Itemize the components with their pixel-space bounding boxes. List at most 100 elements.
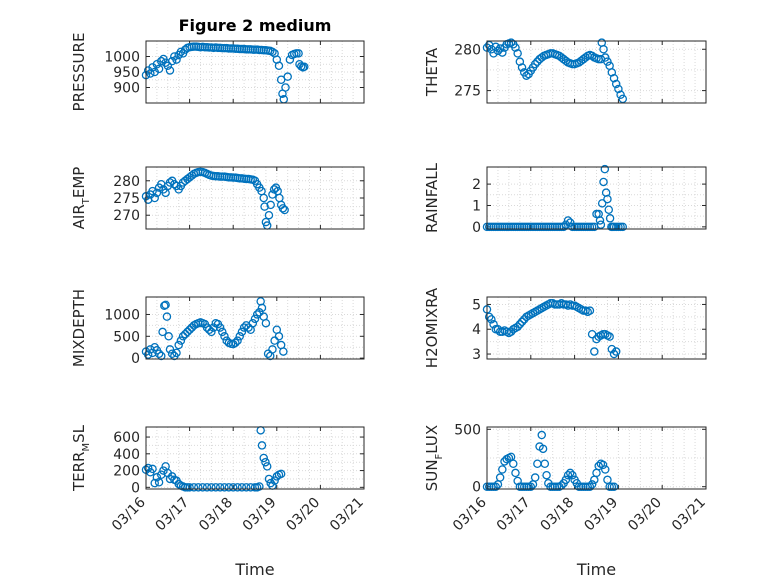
data-point (202, 483, 212, 492)
axes-frame (486, 296, 707, 360)
y-tick-label: 400 (113, 447, 140, 463)
data-point (609, 349, 619, 359)
data-point (526, 482, 536, 491)
data-point (276, 75, 286, 85)
data-point (281, 83, 290, 92)
data-point (537, 430, 547, 440)
y-tick-label: 275 (454, 84, 481, 100)
data-point (255, 308, 264, 317)
data-point (218, 327, 227, 337)
y-axis-label: THETA (423, 47, 441, 97)
data-point (604, 205, 614, 215)
data-point (167, 56, 177, 66)
data-point (565, 468, 575, 478)
y-tick-label: 0 (131, 351, 140, 367)
y-tick-label: 3 (472, 347, 481, 363)
data-point (278, 204, 288, 213)
data-point (600, 164, 610, 174)
data-point (263, 349, 273, 359)
y-axis-label: TERRMSL (70, 424, 92, 492)
y-tick-label: 4 (472, 322, 481, 338)
data-point (618, 94, 628, 104)
data-point (537, 53, 547, 62)
data-point (561, 56, 571, 66)
data-point (198, 483, 207, 492)
data-point (538, 444, 548, 454)
data-point (596, 220, 606, 229)
data-point (601, 53, 610, 62)
data-point (509, 459, 518, 468)
data-point (585, 482, 595, 491)
data-point (611, 347, 621, 356)
y-axis-label: PRESSURE (70, 33, 88, 112)
data-point (285, 55, 295, 64)
data-point (180, 329, 190, 339)
data-point (264, 474, 274, 484)
data-point (167, 349, 177, 359)
data-point (143, 350, 153, 359)
data-point (595, 216, 605, 225)
axes-frame (486, 40, 707, 104)
data-point (618, 222, 628, 232)
axes-frame (145, 40, 365, 104)
data-point (160, 301, 169, 310)
chart-title: Figure 2 medium (179, 16, 332, 35)
y-axis-label-main: MIXDEPTH (70, 289, 88, 367)
y-axis-label-main: SUN (423, 459, 441, 491)
x-axis-label: Time (576, 560, 616, 579)
data-point (194, 483, 203, 492)
data-point (207, 483, 216, 492)
x-axis-label: Time (234, 560, 274, 579)
x-tick-label: 03/17 (153, 495, 193, 535)
y-axis-label-suffix: SL (70, 424, 88, 443)
y-axis-label-subscript: M (81, 443, 92, 452)
y-axis-label-main: PRESSURE (70, 33, 88, 112)
data-point (154, 64, 164, 74)
data-point (183, 327, 192, 337)
data-point (165, 345, 175, 354)
y-tick-label: 1000 (104, 307, 140, 323)
data-point (274, 61, 284, 71)
data-point (614, 84, 623, 94)
data-point (157, 351, 166, 361)
data-point (511, 468, 520, 478)
data-point (559, 222, 568, 232)
data-point (185, 325, 194, 334)
x-tick-label: 03/19 (240, 495, 280, 535)
data-point (597, 199, 607, 208)
data-point (162, 312, 172, 321)
subplot-6: 3 4 5 H2OMIXRA (423, 287, 707, 368)
subplot-8: 0 500 03/16 03/17 03/18 03/19 03/20 03/21 Time SU… (423, 422, 709, 579)
y-tick-label: 0 (472, 220, 481, 236)
y-tick-label: 2 (472, 177, 481, 193)
axes-frame (145, 426, 365, 490)
x-tick-label: 03/16 (450, 494, 490, 534)
data-point (257, 303, 267, 313)
data-point (522, 71, 531, 80)
data-point (268, 345, 277, 354)
data-point (159, 466, 168, 475)
x-tick-label: 03/20 (625, 495, 665, 535)
x-tick-label: 03/21 (327, 495, 367, 535)
data-point (590, 347, 599, 356)
data-point (268, 47, 277, 57)
data-point (607, 68, 617, 77)
data-point (158, 327, 167, 337)
data-point (244, 323, 253, 332)
data-point (172, 348, 181, 358)
data-point (237, 483, 247, 492)
x-tick-label: 03/19 (581, 495, 621, 535)
data-point (261, 457, 270, 467)
axes-frame (145, 296, 365, 360)
x-tick-label: 03/17 (494, 495, 534, 535)
data-point (224, 483, 234, 492)
data-point (161, 300, 170, 310)
data-point (493, 46, 503, 56)
data-point (563, 470, 573, 480)
data-point (165, 178, 175, 187)
y-tick-label: 5 (472, 297, 481, 313)
data-point (513, 476, 522, 486)
y-axis-label: AIRTEMP (70, 167, 92, 230)
